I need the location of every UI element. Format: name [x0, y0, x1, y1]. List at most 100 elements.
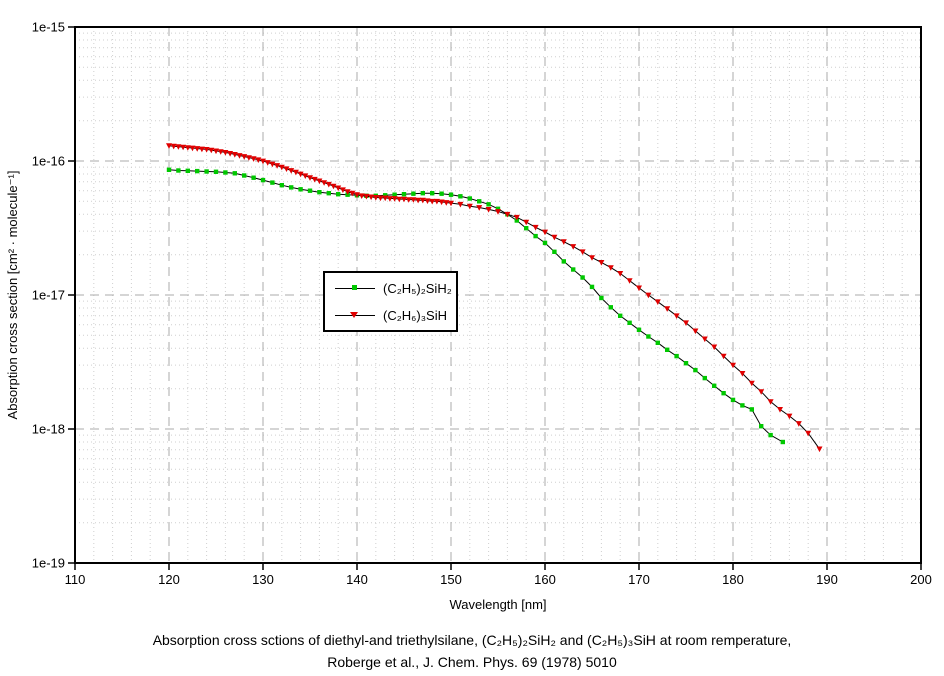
data-point-triangle [283, 166, 290, 172]
caption-line-2: Roberge et al., J. Chem. Phys. 69 (1978)… [327, 654, 617, 670]
data-point-square [589, 284, 595, 290]
data-point-square [204, 169, 209, 174]
data-point-triangle [255, 157, 262, 163]
data-point-triangle [730, 362, 736, 369]
red-triangle-marker-icon [350, 312, 358, 318]
data-point-square [467, 196, 472, 201]
data-point-triangle [170, 143, 177, 150]
data-point-triangle [166, 143, 172, 149]
data-point-triangle [311, 176, 318, 183]
data-point-triangle [532, 224, 539, 231]
data-point-triangle [264, 160, 271, 166]
data-point-square [571, 267, 576, 272]
data-point-triangle [250, 156, 257, 162]
data-point-triangle [748, 380, 755, 387]
y-tick-label: 1e-17 [32, 288, 65, 303]
data-point-square [307, 188, 313, 193]
y-tick-label: 1e-16 [32, 154, 65, 169]
legend-line-sample [335, 283, 375, 293]
y-tick-label: 1e-18 [32, 422, 65, 437]
data-point-triangle [175, 144, 182, 150]
data-point-square [383, 193, 388, 198]
x-tick-label: 130 [252, 572, 274, 587]
data-point-triangle [302, 173, 309, 179]
data-point-square [317, 190, 322, 195]
data-point-triangle [368, 194, 375, 201]
data-point-triangle [260, 158, 266, 165]
data-point-triangle [217, 149, 224, 155]
data-point-square [683, 361, 689, 366]
y-axis-label: Absorption cross section [cm² · molecule… [5, 170, 20, 420]
x-tick-label: 120 [158, 572, 180, 587]
data-point-square [430, 191, 435, 196]
data-point-square [702, 375, 707, 381]
data-point-triangle [720, 353, 727, 360]
data-point-triangle [189, 145, 196, 152]
data-point-triangle [241, 154, 248, 160]
data-point-square [721, 391, 726, 396]
x-tick-label: 190 [816, 572, 838, 587]
data-point-triangle [607, 265, 614, 271]
data-point-triangle [363, 193, 370, 200]
data-point-triangle [354, 192, 360, 198]
data-point-triangle [330, 183, 337, 190]
data-point-triangle [589, 255, 595, 261]
data-point-square [495, 206, 501, 211]
data-point-triangle [208, 147, 215, 154]
data-point-triangle [692, 328, 699, 335]
data-point-square [618, 313, 623, 318]
data-point-triangle [372, 195, 379, 201]
data-point-triangle [570, 244, 577, 250]
data-point-triangle [777, 407, 783, 413]
caption-line-1: Absorption cross sctions of diethyl-and … [152, 632, 792, 648]
x-tick-label: 170 [628, 572, 650, 587]
data-point-triangle [443, 200, 450, 206]
data-point-triangle [198, 146, 205, 153]
chart-caption: Absorption cross sctions of diethyl-and … [0, 629, 944, 673]
data-point-square [552, 249, 557, 254]
data-point-square [665, 347, 670, 352]
series-line [168, 145, 820, 450]
data-point-triangle [297, 171, 304, 178]
x-tick-label: 110 [65, 572, 86, 587]
data-point-triangle [269, 161, 276, 168]
data-point-triangle [513, 214, 520, 221]
data-point-triangle [227, 151, 234, 157]
data-point-triangle [382, 195, 389, 202]
data-point-triangle [386, 196, 393, 202]
data-point-square [223, 170, 228, 175]
series-line [168, 169, 784, 443]
data-point-triangle [485, 207, 492, 213]
data-point-square [279, 183, 284, 188]
data-point-triangle [617, 271, 624, 277]
data-point-square [458, 194, 463, 199]
x-tick-label: 180 [722, 572, 744, 587]
data-point-triangle [203, 147, 210, 153]
x-tick-label: 140 [346, 572, 368, 587]
data-point-square [298, 187, 303, 192]
data-point-triangle [711, 344, 718, 351]
data-point-square [420, 191, 425, 196]
data-point-square [749, 407, 754, 412]
data-point-triangle [767, 399, 774, 405]
data-point-triangle [598, 260, 605, 266]
data-point-square [674, 353, 679, 359]
data-point-triangle [405, 197, 412, 203]
data-point-square [730, 397, 736, 403]
data-point-triangle [424, 198, 431, 204]
data-point-triangle [701, 336, 708, 343]
data-point-square [533, 233, 538, 239]
data-point-triangle [645, 292, 652, 299]
data-point-triangle [349, 190, 356, 197]
data-point-square [185, 168, 190, 173]
green-square-marker-icon [352, 285, 357, 290]
data-point-triangle [321, 180, 328, 186]
data-point-square [780, 439, 785, 445]
data-point-square [195, 168, 200, 174]
data-point-triangle [816, 446, 823, 453]
legend-line-sample [335, 310, 375, 320]
y-tick-label: 1e-15 [32, 20, 65, 35]
data-point-square [411, 191, 416, 196]
